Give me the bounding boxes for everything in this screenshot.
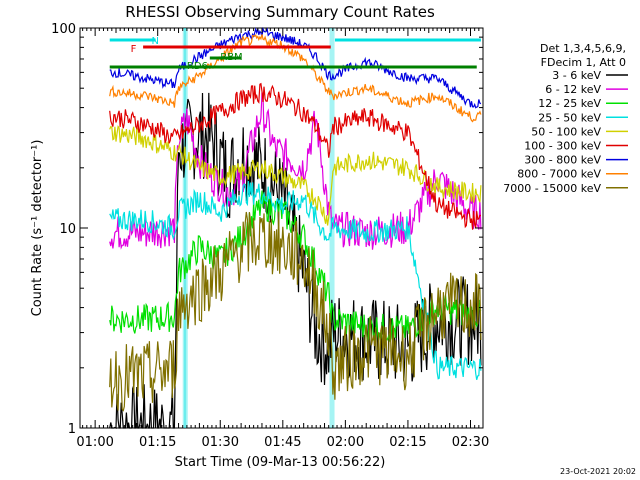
series-line (109, 26, 482, 109)
x-tick-label: 02:30 (452, 435, 489, 450)
x-tick-label: 01:45 (264, 435, 301, 450)
x-tick-label: 01:15 (139, 435, 176, 450)
y-tick-label: 1 (68, 422, 76, 437)
interval-band (182, 28, 188, 428)
series-line (109, 82, 481, 230)
annotation-label: N (151, 36, 158, 47)
legend-item-label: 25 - 50 keV (538, 111, 601, 124)
series-layer (109, 26, 482, 429)
y-axis: 1 10 100 (51, 22, 483, 437)
x-axis: 01:00 01:15 01:30 01:45 02:00 02:15 02:30 (76, 28, 489, 450)
legend-item-label: 12 - 25 keV (538, 97, 601, 110)
annotation-label: F (131, 44, 137, 55)
x-axis-label: Start Time (09-Mar-13 00:56:22) (175, 455, 386, 470)
x-tick-label: 01:00 (76, 435, 113, 450)
legend-item-label: 6 - 12 keV (545, 83, 601, 96)
legend-item-label: 300 - 800 keV (524, 154, 601, 167)
x-tick-label: 02:00 (327, 435, 364, 450)
series-line (109, 34, 482, 123)
y-tick-label: 100 (51, 22, 76, 37)
annotation-bars: N F RD6 RBM (109, 36, 481, 72)
annotation-label: RBM (220, 52, 242, 63)
x-tick-label: 02:15 (389, 435, 426, 450)
legend-item-label: 7000 - 15000 keV (503, 182, 601, 195)
series-line (109, 211, 482, 412)
y-tick-label: 10 (59, 222, 76, 237)
legend: Det 1,3,4,5,6,9,FDecim 1, Att 03 - 6 keV… (503, 42, 628, 195)
legend-item-label: 50 - 100 keV (531, 125, 601, 138)
legend-header: Det 1,3,4,5,6,9, (540, 42, 626, 55)
legend-item-label: 800 - 7000 keV (517, 168, 601, 181)
interval-band (183, 28, 187, 428)
legend-item-label: 100 - 300 keV (524, 140, 601, 153)
x-tick-label: 01:30 (202, 435, 239, 450)
chart-title: RHESSI Observing Summary Count Rates (125, 3, 435, 21)
series-line (109, 125, 482, 226)
timestamp: 23-Oct-2021 20:02 (560, 467, 636, 476)
legend-item-label: 3 - 6 keV (552, 69, 601, 82)
interval-bands (182, 28, 335, 428)
y-axis-label: Count Rate (s⁻¹ detector⁻¹) (30, 140, 45, 317)
series-line (109, 181, 482, 380)
annotation-label: RD6 (187, 61, 208, 72)
legend-header: FDecim 1, Att 0 (541, 56, 626, 69)
